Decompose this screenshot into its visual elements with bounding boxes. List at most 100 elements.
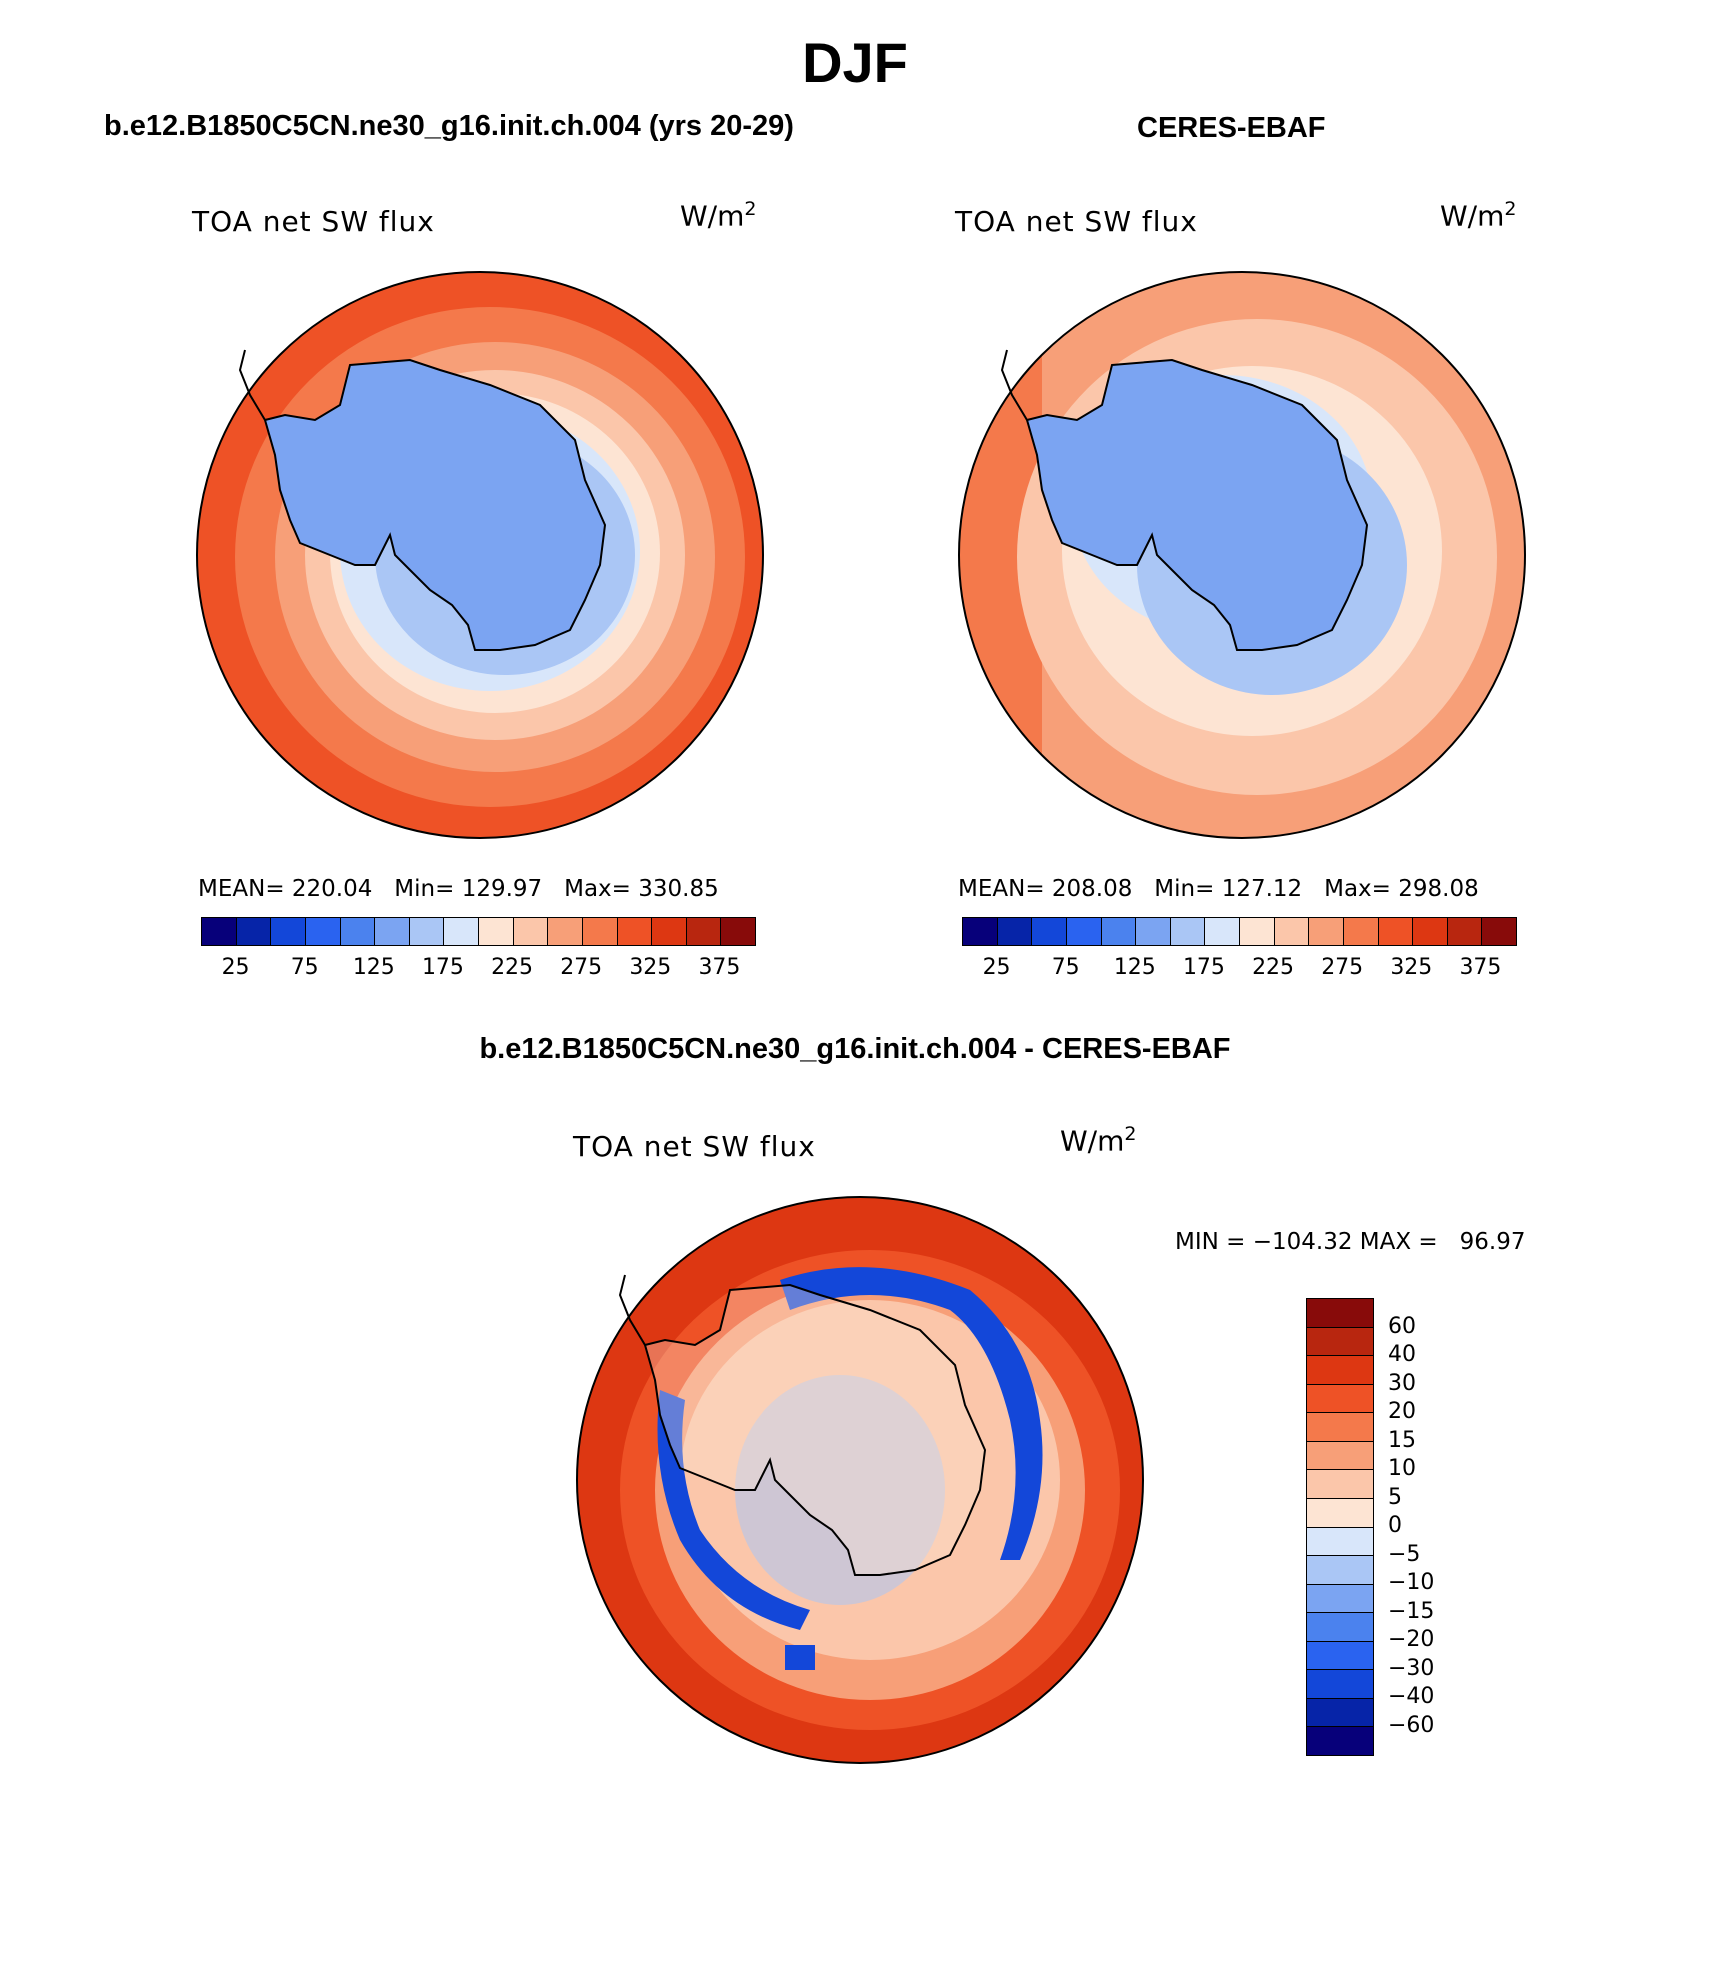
panel-1-units: W/m2 — [680, 198, 757, 233]
colorbar-cell — [202, 918, 237, 945]
panel-2-title: CERES-EBAF — [1137, 112, 1326, 144]
diff-colorbar-label: 20 — [1388, 1399, 1416, 1424]
colorbar-cell — [1378, 918, 1414, 945]
panel-2-units: W/m2 — [1440, 198, 1517, 233]
diff-colorbar-label: 5 — [1388, 1484, 1402, 1510]
panel-1-colorbar — [201, 917, 756, 946]
panel-2-colorbar — [962, 917, 1517, 946]
colorbar-cell — [1447, 918, 1483, 945]
diff-colorbar-cell — [1307, 1356, 1373, 1385]
diff-map — [576, 1196, 1144, 1764]
colorbar-cell — [513, 918, 549, 945]
diff-colorbar-cell — [1307, 1584, 1373, 1614]
diff-colorbar-label: 30 — [1388, 1370, 1416, 1396]
diff-colorbar-cell — [1307, 1556, 1373, 1585]
diff-units: W/m2 — [1060, 1123, 1137, 1158]
colorbar-cell — [617, 918, 653, 945]
colorbar-tick-label: 325 — [1390, 955, 1433, 980]
map-2-peninsula — [1000, 349, 1028, 421]
diff-negative-south — [785, 1645, 815, 1670]
diff-colorbar-cell — [1307, 1698, 1373, 1728]
colorbar-tick-label: 275 — [1321, 955, 1364, 980]
colorbar-cell — [1170, 918, 1206, 945]
panel-2-colorbar-ticks: 25 75 125 175 225 275 325 375 — [962, 955, 1515, 985]
diff-colorbar-label: −15 — [1388, 1598, 1435, 1624]
colorbar-cell — [479, 918, 514, 945]
map-2-antarctica — [1025, 358, 1369, 651]
diff-colorbar-label: −10 — [1388, 1570, 1435, 1595]
colorbar-tick-label: 175 — [421, 955, 464, 980]
panel-1-colorbar-ticks: 25 75 125 175 225 275 325 375 — [201, 955, 754, 985]
diff-colorbar-cell — [1307, 1670, 1373, 1699]
panel-1-variable: TOA net SW flux — [192, 205, 435, 238]
diff-variable: TOA net SW flux — [573, 1130, 816, 1163]
diff-colorbar-label: 40 — [1388, 1342, 1416, 1367]
colorbar-cell — [963, 918, 998, 945]
diff-colorbar-labels: 60 40 30 20 15 10 5 0 −5 −10 −15 −20 −30 −40 −60 — [1388, 1298, 1468, 1754]
map-1-antarctica — [263, 358, 607, 651]
diff-colorbar-cell — [1307, 1384, 1373, 1414]
diff-colorbar-label: −5 — [1388, 1541, 1421, 1567]
panel-2-stats: MEAN= 208.08 Min= 127.12 Max= 298.08 — [958, 876, 1479, 902]
panel-1-stats: MEAN= 220.04 Min= 129.97 Max= 330.85 — [198, 876, 719, 902]
panel-2-variable: TOA net SW flux — [955, 205, 1198, 238]
colorbar-cell — [721, 918, 755, 945]
colorbar-tick-label: 125 — [352, 955, 395, 980]
diff-interior-negative — [735, 1375, 945, 1605]
panel-1-title: b.e12.B1850C5CN.ne30_g16.init.ch.004 (yr… — [104, 110, 794, 142]
diff-antarctica — [643, 1283, 987, 1576]
colorbar-cell — [444, 918, 479, 945]
colorbar-tick-label: 25 — [982, 955, 1011, 980]
colorbar-tick-label: 325 — [629, 955, 672, 980]
diff-colorbar-label: −30 — [1388, 1655, 1435, 1681]
diff-colorbar-cell — [1307, 1299, 1373, 1328]
diff-colorbar-cell — [1307, 1327, 1373, 1357]
colorbar-cell — [1240, 918, 1275, 945]
colorbar-cell — [686, 918, 722, 945]
colorbar-cell — [1482, 918, 1516, 945]
panel-1-map — [196, 271, 764, 839]
colorbar-cell — [582, 918, 618, 945]
colorbar-tick-label: 75 — [290, 955, 319, 980]
diff-colorbar-label: −60 — [1388, 1712, 1435, 1738]
colorbar-tick-label: 375 — [1459, 955, 1502, 980]
diff-colorbar — [1306, 1298, 1374, 1756]
colorbar-cell — [652, 918, 687, 945]
colorbar-cell — [236, 918, 272, 945]
diff-colorbar-cell — [1307, 1641, 1373, 1671]
colorbar-tick-label: 225 — [1252, 955, 1295, 980]
colorbar-tick-label: 275 — [560, 955, 603, 980]
map-2-border — [958, 271, 1526, 839]
colorbar-cell — [1274, 918, 1310, 945]
colorbar-cell — [1101, 918, 1137, 945]
diff-colorbar-label: 10 — [1388, 1456, 1416, 1481]
colorbar-tick-label: 25 — [221, 955, 250, 980]
diff-colorbar-cell — [1307, 1413, 1373, 1442]
diff-colorbar-label: 60 — [1388, 1313, 1416, 1339]
diff-negative-west — [657, 1390, 810, 1630]
colorbar-cell — [1066, 918, 1102, 945]
diff-colorbar-cell — [1307, 1441, 1373, 1471]
colorbar-cell — [997, 918, 1033, 945]
panel-2-map — [958, 271, 1526, 839]
colorbar-tick-label: 175 — [1182, 955, 1225, 980]
map-1-peninsula — [238, 349, 266, 421]
colorbar-cell — [271, 918, 306, 945]
diff-title: b.e12.B1850C5CN.ne30_g16.init.ch.004 - C… — [479, 1033, 1231, 1065]
colorbar-tick-label: 125 — [1113, 955, 1156, 980]
colorbar-cell — [340, 918, 376, 945]
diff-colorbar-label: 0 — [1388, 1513, 1402, 1538]
diff-colorbar-cell — [1307, 1470, 1373, 1499]
diff-border — [576, 1196, 1144, 1764]
diff-colorbar-label: −20 — [1388, 1627, 1435, 1652]
colorbar-tick-label: 225 — [491, 955, 534, 980]
diff-colorbar-cell — [1307, 1613, 1373, 1642]
diff-negative-east — [780, 1267, 1043, 1560]
colorbar-cell — [1032, 918, 1067, 945]
colorbar-cell — [1413, 918, 1448, 945]
diff-minmax: MIN = −104.32 MAX = 96.97 — [1175, 1229, 1526, 1255]
diff-colorbar-cell — [1307, 1527, 1373, 1557]
diff-colorbar-cell — [1307, 1727, 1373, 1755]
colorbar-cell — [375, 918, 410, 945]
diff-peninsula — [618, 1274, 646, 1346]
